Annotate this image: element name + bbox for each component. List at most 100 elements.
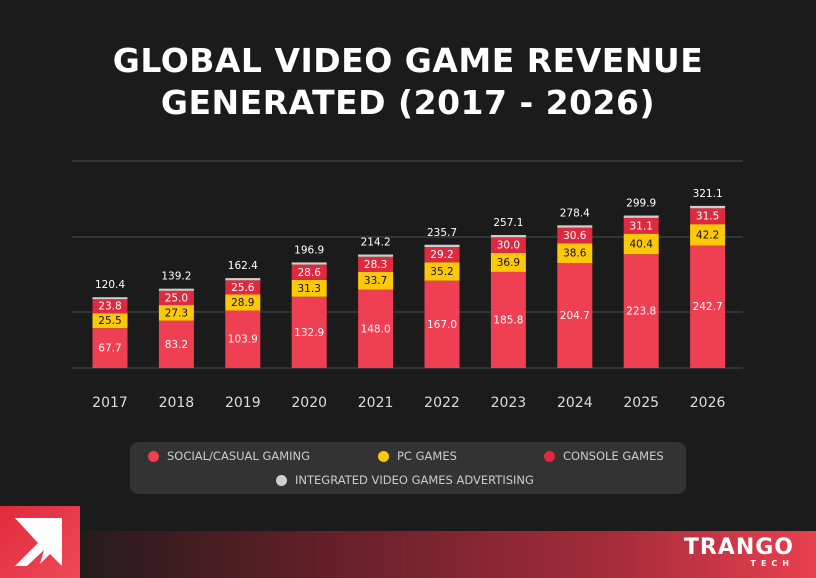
legend-swatch (378, 450, 389, 462)
data-label: 28.9 (231, 297, 254, 309)
bar-segment-2 (490, 237, 526, 253)
bar-segment-0 (690, 245, 726, 368)
bar-segment-0 (490, 271, 526, 368)
data-label: 36.9 (497, 257, 520, 269)
bar-segment-1 (358, 271, 394, 290)
data-label: 38.6 (563, 248, 587, 260)
bar-segment-2 (690, 208, 726, 225)
data-label: 204.7 (560, 310, 590, 322)
x-tick-label: 2021 (358, 395, 394, 411)
bar-segment-2 (557, 227, 593, 244)
bar-segment-0 (424, 280, 460, 368)
legend-label: INTEGRATED VIDEO GAMES ADVERTISING (295, 473, 534, 487)
x-tick-label: 2024 (557, 395, 593, 411)
bar-segment-0 (623, 254, 659, 368)
legend-item-console: CONSOLE GAMES (544, 449, 664, 463)
data-label: 185.8 (493, 314, 523, 326)
x-tick-label: 2020 (291, 395, 327, 411)
bar-segment-3 (92, 297, 128, 300)
x-tick-label: 2026 (690, 395, 726, 411)
bar-segment-2 (358, 256, 394, 272)
legend-swatch (544, 450, 555, 462)
data-label: 167.0 (427, 319, 457, 331)
data-label: 23.8 (98, 301, 121, 313)
bar-segment-3 (291, 262, 327, 265)
brand-name: TRANGO (683, 535, 794, 560)
bar-segment-2 (92, 299, 128, 314)
bar-segment-1 (158, 305, 194, 321)
logo-mark (0, 506, 80, 578)
chart-title: GLOBAL VIDEO GAME REVENUE GENERATED (201… (0, 40, 816, 124)
data-label: 30.0 (497, 240, 520, 252)
total-label: 196.9 (294, 244, 324, 256)
bar-segment-0 (92, 328, 128, 368)
data-label: 25.6 (231, 282, 255, 294)
data-label: 40.4 (630, 238, 654, 250)
total-label: 299.9 (626, 198, 656, 210)
arrow-logo-icon (15, 518, 62, 566)
bar-segment-3 (158, 288, 194, 291)
brand-logo: TRANGO TECH (684, 537, 794, 569)
bar-segment-3 (424, 244, 460, 248)
bar-segment-2 (158, 290, 194, 306)
data-label: 28.6 (298, 267, 322, 279)
data-label: 31.5 (696, 211, 719, 223)
total-label: 235.7 (427, 227, 457, 239)
bar-segment-1 (690, 224, 726, 246)
total-label: 278.4 (560, 207, 590, 219)
bar-segment-2 (623, 217, 659, 234)
data-label: 223.8 (626, 306, 656, 318)
x-tick-label: 2023 (491, 395, 527, 411)
data-label: 28.3 (364, 259, 387, 271)
bar-segment-0 (557, 263, 593, 368)
bar-segment-2 (291, 264, 327, 280)
data-label: 242.7 (693, 301, 723, 313)
legend-item-pc: PC GAMES (378, 449, 457, 463)
data-label: 42.2 (696, 229, 719, 241)
legend-label: CONSOLE GAMES (563, 449, 664, 463)
total-label: 139.2 (161, 271, 191, 283)
footer-band (0, 531, 816, 578)
plot-area: 67.7 25.5 23.8 120.4 2017 83.2 27.3 25.0 139.2 20… (72, 160, 743, 411)
bar-segment-1 (424, 262, 460, 281)
data-label: 132.9 (294, 327, 324, 339)
bar-segment-1 (490, 252, 526, 272)
brand-sub: TECH (750, 559, 794, 568)
x-tick-label: 2019 (225, 395, 261, 411)
x-tick-label: 2018 (159, 395, 195, 411)
data-label: 103.9 (228, 334, 258, 346)
data-label: 31.1 (630, 220, 653, 232)
bar-segment-1 (557, 243, 593, 264)
bar-segment-0 (225, 310, 261, 368)
bar-segment-2 (225, 280, 261, 295)
title-line-1: GLOBAL VIDEO GAME REVENUE (112, 41, 704, 80)
bar-segment-3 (225, 278, 261, 281)
bar-segment-1 (225, 294, 261, 311)
data-label: 29.2 (430, 249, 453, 261)
data-label: 31.3 (298, 283, 321, 295)
total-label: 120.4 (95, 279, 125, 291)
bar-segment-3 (557, 225, 593, 228)
bar-segment-0 (358, 289, 394, 368)
x-tick-label: 2017 (92, 395, 128, 411)
data-label: 67.7 (98, 343, 121, 355)
bar-segment-0 (158, 320, 194, 368)
bar-segment-3 (623, 215, 659, 218)
total-label: 214.2 (361, 237, 391, 249)
legend: SOCIAL/CASUAL GAMING PC GAMES CONSOLE GA… (130, 442, 686, 494)
bar-segment-3 (690, 205, 726, 209)
bar-segment-3 (490, 235, 526, 238)
data-label: 148.0 (361, 323, 391, 335)
data-label: 27.3 (165, 307, 188, 319)
legend-item-social: SOCIAL/CASUAL GAMING (148, 449, 310, 463)
total-label: 321.1 (693, 188, 723, 200)
data-label: 33.7 (364, 275, 387, 287)
bar-segment-0 (291, 296, 327, 368)
legend-swatch (148, 450, 159, 462)
total-label: 257.1 (493, 217, 523, 229)
legend-label: SOCIAL/CASUAL GAMING (167, 449, 311, 463)
x-tick-label: 2025 (623, 395, 659, 411)
total-label: 162.4 (228, 260, 258, 272)
bar-segment-2 (424, 247, 460, 263)
